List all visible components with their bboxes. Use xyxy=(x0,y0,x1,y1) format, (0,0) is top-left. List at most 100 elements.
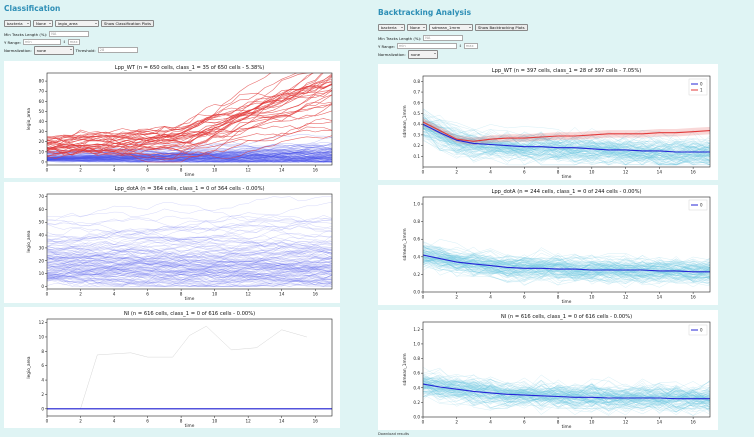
track xyxy=(423,375,710,403)
track xyxy=(423,108,710,148)
series-0-line xyxy=(423,123,710,153)
class0-track xyxy=(47,156,332,163)
classification-selects: bacteria None legio_area Show Classifica… xyxy=(4,19,154,27)
x-tick-label: 0 xyxy=(422,295,425,300)
threshold-input[interactable]: 28 xyxy=(97,47,138,53)
class0-track xyxy=(47,250,332,262)
track xyxy=(423,387,710,412)
class0-track xyxy=(47,154,332,163)
class0-track xyxy=(47,158,332,163)
track xyxy=(423,380,710,412)
class0-track xyxy=(47,274,332,287)
track xyxy=(423,259,710,284)
bt-yrange-min-input[interactable]: min xyxy=(396,43,457,49)
track xyxy=(423,256,710,279)
track xyxy=(423,384,710,408)
y-tick-label: 1.0 xyxy=(413,341,420,346)
x-tick-label: 2 xyxy=(79,292,82,297)
track xyxy=(423,386,710,412)
track xyxy=(423,377,710,403)
class0-track xyxy=(47,272,332,287)
x-tick-label: 0 xyxy=(46,292,49,297)
bt-yrange-spin[interactable]: ⇕ xyxy=(458,44,462,48)
track xyxy=(423,134,710,166)
track xyxy=(423,381,710,406)
track xyxy=(423,392,710,416)
chart-panel-lpp-dota: Lpp_dotA (n = 364 cells, class_1 = 0 of … xyxy=(4,182,340,303)
x-tick-label: 6 xyxy=(146,168,149,173)
y-tick-label: 0 xyxy=(41,284,44,289)
axes-frame xyxy=(422,196,711,293)
bt-min-tracks-input[interactable]: NA xyxy=(423,35,464,41)
track xyxy=(423,256,710,276)
class0-track xyxy=(47,250,332,276)
bt-feature-select[interactable]: sdmean_1mrm xyxy=(429,23,473,31)
plot-area xyxy=(423,108,710,166)
track xyxy=(423,382,710,404)
track xyxy=(423,250,710,279)
class0-track xyxy=(47,150,332,159)
track xyxy=(423,127,710,166)
track xyxy=(423,256,710,286)
track xyxy=(423,254,710,273)
class0-track xyxy=(47,157,332,163)
show-backtracking-plots-button[interactable]: Show Backtracking Plots xyxy=(475,23,528,31)
x-tick-label: 12 xyxy=(246,168,252,173)
x-tick-label: 12 xyxy=(246,292,252,297)
bt-yrange-max-input[interactable]: max xyxy=(463,43,478,49)
y-tick-label: 0.5 xyxy=(413,111,420,116)
track xyxy=(423,241,710,268)
condition-select[interactable]: bacteria xyxy=(4,19,31,27)
y-tick-label: 40 xyxy=(39,119,45,124)
class0-track xyxy=(47,256,332,280)
min-tracks-input[interactable]: NA xyxy=(49,31,90,37)
normalization-select[interactable]: none xyxy=(33,45,74,55)
x-tick-label: 4 xyxy=(113,419,116,424)
class0-track xyxy=(47,145,332,160)
feature-select[interactable]: legio_area xyxy=(55,19,99,27)
track xyxy=(423,255,710,280)
class0-track xyxy=(47,156,332,163)
track xyxy=(423,381,710,410)
class0-track xyxy=(47,255,332,278)
show-classification-plots-button[interactable]: Show Classification Plots xyxy=(101,19,154,27)
x-tick-label: 16 xyxy=(313,168,319,173)
track xyxy=(423,116,710,152)
yrange-min-input[interactable]: min xyxy=(22,39,61,45)
bt-condition-select[interactable]: bacteria xyxy=(378,23,405,31)
y-tick-label: 1.2 xyxy=(413,327,420,332)
track xyxy=(423,248,710,280)
chart-ni-legio-area: NI (n = 616 cells, class_1 = 0 of 616 ce… xyxy=(26,311,333,428)
class0-track xyxy=(47,156,332,163)
class1-track xyxy=(47,90,332,138)
class0-track xyxy=(47,262,332,279)
bt-normalization-select[interactable]: none xyxy=(407,49,438,59)
split-select[interactable]: None xyxy=(33,19,53,27)
bt-split-select[interactable]: None xyxy=(407,23,427,31)
bt-chart-panel-lpp-dota: Lpp_dotA (n = 244 cells, class_1 = 0 of … xyxy=(378,185,718,305)
yrange-max-input[interactable]: max xyxy=(67,39,80,45)
yrange-spin[interactable]: ⇕ xyxy=(62,40,66,44)
class0-track xyxy=(47,156,332,163)
x-tick-label: 8 xyxy=(180,292,183,297)
track xyxy=(423,390,710,409)
plot-area xyxy=(47,196,332,287)
y-axis-label: sdmean_1mrm xyxy=(402,353,408,385)
x-tick-label: 12 xyxy=(246,419,252,424)
bt-chart-panel-ni: NI (n = 616 cells, class_1 = 0 of 616 ce… xyxy=(378,310,718,430)
track xyxy=(423,378,710,405)
y-tick-label: 1.0 xyxy=(413,202,420,207)
track xyxy=(423,124,710,159)
x-axis-label: time xyxy=(185,423,195,428)
class1-track xyxy=(47,101,332,151)
class0-track xyxy=(47,268,332,286)
track xyxy=(423,255,710,283)
x-tick-label: 12 xyxy=(623,295,629,300)
x-tick-label: 14 xyxy=(657,420,663,425)
y-tick-label: 10 xyxy=(39,271,45,276)
track xyxy=(423,392,710,412)
track xyxy=(423,386,710,410)
class0-track xyxy=(47,151,332,162)
track xyxy=(423,250,710,271)
download-results-link[interactable]: Download results xyxy=(378,432,410,436)
